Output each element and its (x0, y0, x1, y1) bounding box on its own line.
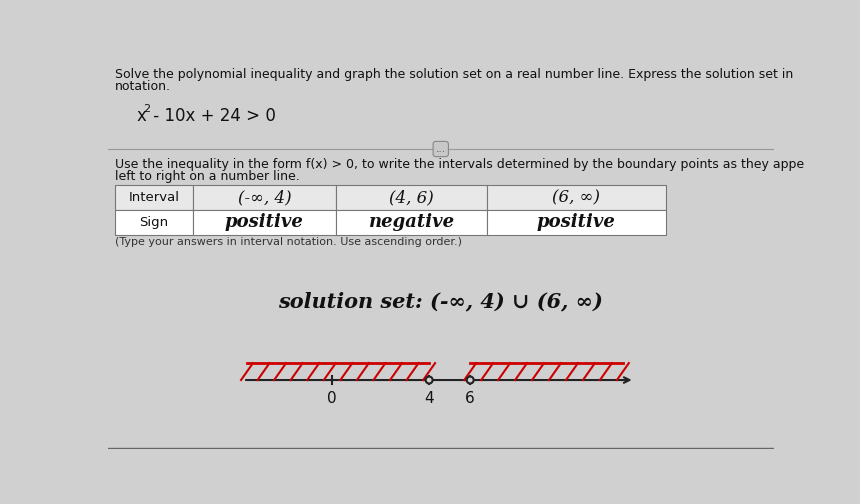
Text: 6: 6 (465, 391, 475, 406)
Text: notation.: notation. (115, 81, 171, 94)
Bar (336, 185, 488, 210)
Bar (488, 210, 666, 234)
Bar (336, 210, 488, 234)
Text: (-∞, 4): (-∞, 4) (237, 189, 292, 206)
Text: 2: 2 (143, 104, 150, 113)
Text: (6, ∞): (6, ∞) (552, 189, 600, 206)
Text: positive: positive (225, 213, 304, 231)
Bar (115, 185, 193, 210)
Text: - 10x + 24 > 0: - 10x + 24 > 0 (148, 107, 276, 124)
Bar (193, 185, 336, 210)
Bar (115, 210, 193, 234)
Text: left to right on a number line.: left to right on a number line. (115, 170, 300, 183)
Text: x: x (137, 107, 147, 124)
Text: solution set: (-∞, 4) ∪ (6, ∞): solution set: (-∞, 4) ∪ (6, ∞) (279, 291, 603, 311)
Text: (4, 6): (4, 6) (390, 189, 434, 206)
Text: positive: positive (537, 213, 616, 231)
Text: Interval: Interval (128, 191, 180, 204)
Text: Solve the polynomial inequality and graph the solution set on a real number line: Solve the polynomial inequality and grap… (115, 68, 794, 81)
Text: 4: 4 (424, 391, 434, 406)
Text: negative: negative (369, 213, 455, 231)
Text: ...: ... (436, 144, 445, 154)
Circle shape (426, 376, 433, 384)
Circle shape (467, 376, 474, 384)
Text: Sign: Sign (139, 216, 169, 229)
Bar (488, 185, 666, 210)
Text: 0: 0 (328, 391, 337, 406)
Bar (193, 210, 336, 234)
Text: (Type your answers in interval notation. Use ascending order.): (Type your answers in interval notation.… (115, 237, 463, 247)
Text: Use the inequality in the form f(x) > 0, to write the intervals determined by th: Use the inequality in the form f(x) > 0,… (115, 158, 804, 171)
